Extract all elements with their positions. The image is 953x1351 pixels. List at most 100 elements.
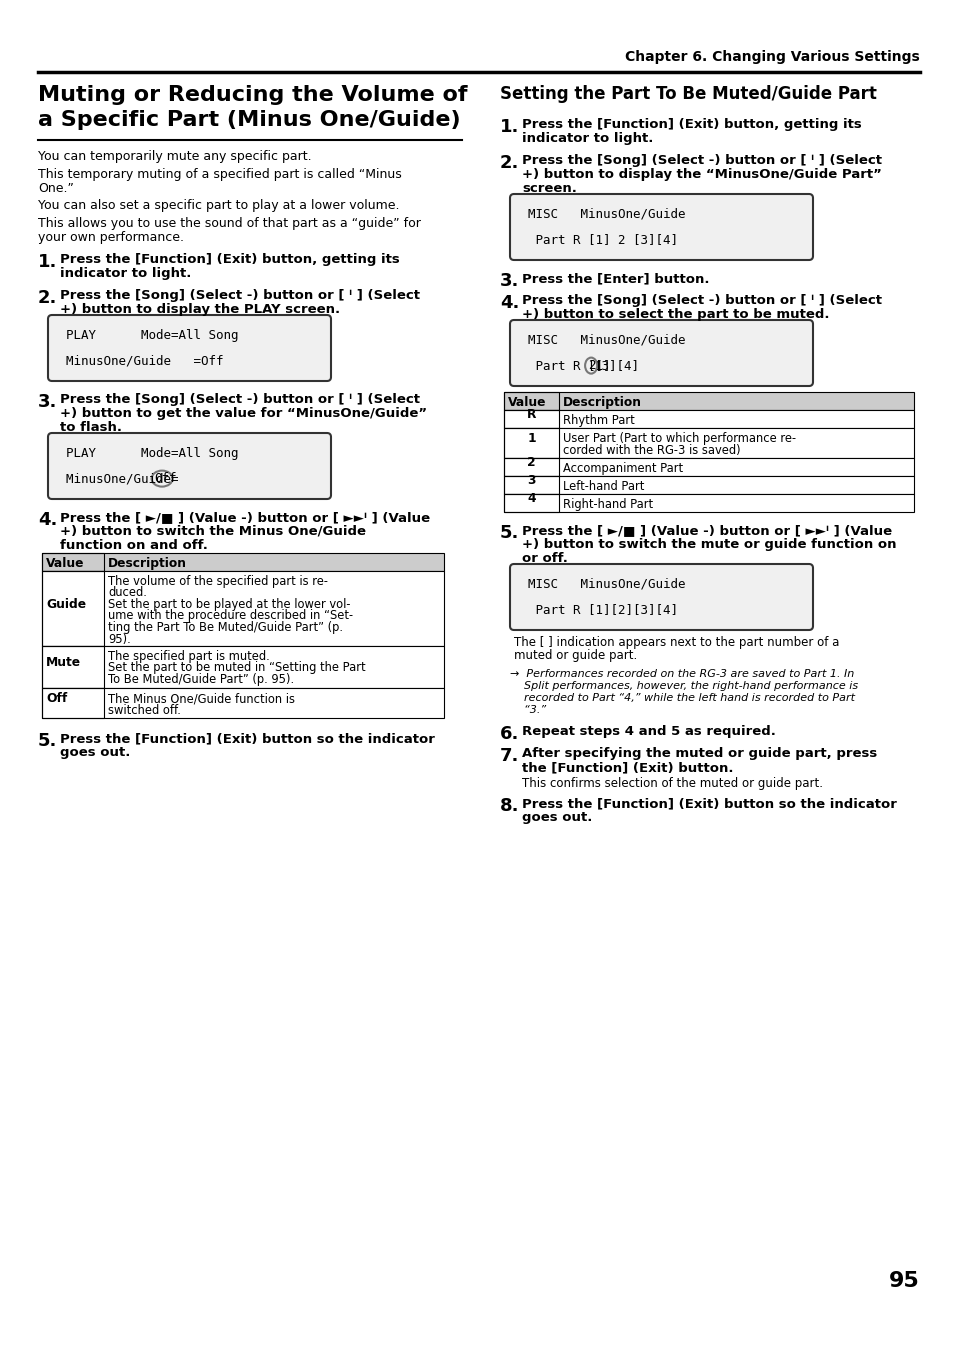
Text: 1: 1 bbox=[527, 432, 536, 446]
Text: Press the [Song] (Select -) button or [ ᑊ ] (Select: Press the [Song] (Select -) button or [ … bbox=[60, 393, 419, 407]
Text: One.”: One.” bbox=[38, 182, 73, 195]
Text: MISC   MinusOne/Guide: MISC MinusOne/Guide bbox=[527, 334, 685, 347]
Text: Left-hand Part: Left-hand Part bbox=[562, 480, 643, 493]
Text: 5.: 5. bbox=[499, 524, 518, 542]
Text: +) button to switch the mute or guide function on: +) button to switch the mute or guide fu… bbox=[521, 538, 896, 551]
Bar bbox=[42, 688, 104, 717]
Text: Press the [Function] (Exit) button so the indicator: Press the [Function] (Exit) button so th… bbox=[60, 732, 435, 744]
Text: ting the Part To Be Muted/Guide Part” (p.: ting the Part To Be Muted/Guide Part” (p… bbox=[108, 621, 343, 634]
Text: Chapter 6. Changing Various Settings: Chapter 6. Changing Various Settings bbox=[624, 50, 919, 63]
Text: User Part (Part to which performance re-: User Part (Part to which performance re- bbox=[562, 432, 796, 444]
Text: 4: 4 bbox=[527, 493, 536, 505]
Bar bbox=[42, 571, 104, 646]
Bar bbox=[42, 553, 443, 571]
Text: 3: 3 bbox=[527, 474, 536, 488]
Text: to flash.: to flash. bbox=[60, 422, 122, 434]
Text: Mute: Mute bbox=[46, 657, 81, 670]
Text: 95).: 95). bbox=[108, 632, 131, 646]
Text: +) button to switch the Minus One/Guide: +) button to switch the Minus One/Guide bbox=[60, 526, 366, 538]
Bar bbox=[503, 476, 558, 494]
Bar bbox=[503, 409, 913, 428]
Text: 4.: 4. bbox=[38, 511, 57, 530]
Bar bbox=[503, 428, 558, 458]
Text: 1.: 1. bbox=[38, 253, 57, 272]
Text: 1.: 1. bbox=[499, 118, 518, 136]
Bar bbox=[42, 688, 443, 717]
Text: 3.: 3. bbox=[499, 272, 518, 290]
Text: +) button to get the value for “MinusOne/Guide”: +) button to get the value for “MinusOne… bbox=[60, 407, 427, 420]
Text: your own performance.: your own performance. bbox=[38, 231, 184, 245]
Text: Off: Off bbox=[153, 471, 176, 485]
Text: R: R bbox=[526, 408, 536, 422]
Text: screen.: screen. bbox=[521, 182, 577, 195]
Text: This temporary muting of a specified part is called “Minus: This temporary muting of a specified par… bbox=[38, 168, 401, 181]
Text: indicator to light.: indicator to light. bbox=[60, 267, 192, 280]
Text: corded with the RG-3 is saved): corded with the RG-3 is saved) bbox=[562, 444, 740, 457]
Text: The Minus One/Guide function is: The Minus One/Guide function is bbox=[108, 692, 294, 705]
Text: Press the [Enter] button.: Press the [Enter] button. bbox=[521, 272, 709, 285]
Text: 2: 2 bbox=[588, 359, 596, 372]
Text: 3.: 3. bbox=[38, 393, 57, 411]
Text: 2.: 2. bbox=[38, 289, 57, 307]
FancyBboxPatch shape bbox=[48, 315, 331, 381]
Text: +) button to display the “MinusOne/Guide Part”: +) button to display the “MinusOne/Guide… bbox=[521, 168, 881, 181]
Text: Repeat steps 4 and 5 as required.: Repeat steps 4 and 5 as required. bbox=[521, 725, 775, 738]
Text: Accompaniment Part: Accompaniment Part bbox=[562, 462, 682, 476]
Bar bbox=[42, 646, 443, 688]
FancyBboxPatch shape bbox=[510, 195, 812, 259]
FancyBboxPatch shape bbox=[510, 563, 812, 630]
Bar bbox=[503, 494, 558, 512]
Bar bbox=[503, 458, 913, 476]
Text: +) button to display the PLAY screen.: +) button to display the PLAY screen. bbox=[60, 303, 340, 316]
Text: indicator to light.: indicator to light. bbox=[521, 132, 653, 145]
Text: Off: Off bbox=[46, 693, 67, 705]
Text: Value: Value bbox=[46, 557, 85, 570]
Text: Press the [Song] (Select -) button or [ ᑊ ] (Select: Press the [Song] (Select -) button or [ … bbox=[521, 295, 882, 307]
Text: Description: Description bbox=[562, 396, 641, 409]
Bar bbox=[503, 428, 913, 458]
Text: The [ ] indication appears next to the part number of a: The [ ] indication appears next to the p… bbox=[514, 636, 839, 648]
Text: function on and off.: function on and off. bbox=[60, 539, 208, 553]
Text: Split performances, however, the right-hand performance is: Split performances, however, the right-h… bbox=[510, 681, 858, 690]
Text: 2: 2 bbox=[527, 457, 536, 470]
Text: Description: Description bbox=[108, 557, 187, 570]
Text: Press the [ ►/■ ] (Value -) button or [ ►►ᑊ ] (Value: Press the [ ►/■ ] (Value -) button or [ … bbox=[60, 511, 430, 524]
Text: The specified part is muted.: The specified part is muted. bbox=[108, 650, 270, 663]
Text: MISC   MinusOne/Guide: MISC MinusOne/Guide bbox=[527, 578, 685, 590]
Text: Setting the Part To Be Muted/Guide Part: Setting the Part To Be Muted/Guide Part bbox=[499, 85, 876, 103]
Bar bbox=[503, 409, 913, 428]
Text: recorded to Part “4,” while the left hand is recorded to Part: recorded to Part “4,” while the left han… bbox=[510, 693, 854, 703]
FancyBboxPatch shape bbox=[510, 320, 812, 386]
Text: a Specific Part (Minus One/Guide): a Specific Part (Minus One/Guide) bbox=[38, 109, 460, 130]
Text: Set the part to be played at the lower vol-: Set the part to be played at the lower v… bbox=[108, 598, 350, 611]
Text: MISC   MinusOne/Guide: MISC MinusOne/Guide bbox=[527, 208, 685, 222]
Text: 4.: 4. bbox=[499, 295, 518, 312]
Text: MinusOne/Guide   =Off: MinusOne/Guide =Off bbox=[66, 354, 223, 367]
Text: 2.: 2. bbox=[499, 154, 518, 172]
Text: Right-hand Part: Right-hand Part bbox=[562, 499, 653, 511]
Text: 95: 95 bbox=[888, 1271, 919, 1292]
Bar bbox=[42, 571, 443, 646]
Bar bbox=[503, 392, 913, 409]
Text: [3][4]: [3][4] bbox=[594, 359, 639, 372]
FancyBboxPatch shape bbox=[48, 434, 331, 499]
Text: After specifying the muted or guide part, press: After specifying the muted or guide part… bbox=[521, 747, 877, 761]
Text: →  Performances recorded on the RG-3 are saved to Part 1. In: → Performances recorded on the RG-3 are … bbox=[510, 669, 853, 680]
Text: You can temporarily mute any specific part.: You can temporarily mute any specific pa… bbox=[38, 150, 312, 163]
Text: +) button to select the part to be muted.: +) button to select the part to be muted… bbox=[521, 308, 828, 322]
Text: Press the [Song] (Select -) button or [ ᑊ ] (Select: Press the [Song] (Select -) button or [ … bbox=[521, 154, 882, 168]
Text: MinusOne/Guide=: MinusOne/Guide= bbox=[66, 471, 186, 485]
Bar bbox=[42, 553, 443, 571]
Text: Guide: Guide bbox=[46, 598, 86, 611]
Bar bbox=[503, 476, 913, 494]
Text: the [Function] (Exit) button.: the [Function] (Exit) button. bbox=[521, 761, 733, 774]
Text: PLAY      Mode=All Song: PLAY Mode=All Song bbox=[66, 328, 238, 342]
Bar bbox=[503, 476, 913, 494]
Text: 8.: 8. bbox=[499, 797, 519, 815]
Bar bbox=[42, 553, 104, 571]
Bar bbox=[503, 392, 558, 409]
Text: Rhythm Part: Rhythm Part bbox=[562, 413, 634, 427]
Text: goes out.: goes out. bbox=[521, 811, 592, 824]
Bar bbox=[42, 688, 443, 717]
Text: 5.: 5. bbox=[38, 732, 57, 750]
